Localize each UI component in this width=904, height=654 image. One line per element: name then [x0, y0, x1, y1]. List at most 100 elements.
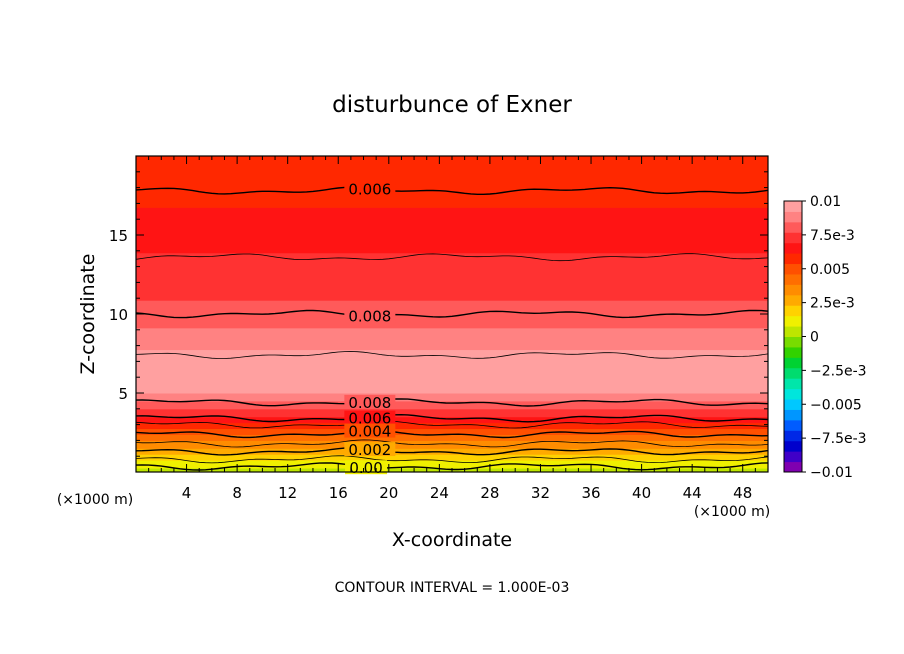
contour-label: 0.008 — [348, 394, 391, 412]
field-band — [136, 347, 768, 351]
field-band — [136, 291, 768, 295]
field-band — [136, 206, 768, 210]
field-band — [136, 295, 768, 299]
contour-label: 0.00 — [349, 459, 382, 477]
field-band — [136, 337, 768, 341]
field-band — [136, 339, 768, 343]
field-band — [136, 317, 768, 321]
field-band — [136, 195, 768, 198]
colorbar-swatch — [784, 305, 802, 317]
field-band — [136, 368, 768, 372]
contour-line — [136, 351, 768, 359]
field-band — [136, 287, 768, 291]
field-band — [136, 441, 768, 445]
colorbar-swatch — [784, 409, 802, 421]
field-band — [136, 175, 768, 179]
field-band — [136, 418, 768, 422]
y-tick-label: 15 — [109, 227, 128, 245]
field-band — [136, 169, 768, 173]
field-band — [136, 183, 768, 187]
field-band — [136, 374, 768, 378]
field-band — [136, 246, 768, 250]
field-band — [136, 364, 768, 368]
field-band — [136, 370, 768, 374]
x-axis-label: X-coordinate — [392, 529, 512, 551]
field-band — [136, 380, 768, 384]
field-band — [136, 443, 768, 447]
field-band — [136, 349, 768, 353]
field-band — [136, 390, 768, 394]
contour-label-bg — [344, 423, 396, 438]
field-band — [136, 343, 768, 347]
field-band — [136, 258, 768, 262]
field-band — [136, 281, 768, 285]
field-band — [136, 297, 768, 301]
field-band — [136, 356, 768, 360]
field-band — [136, 362, 768, 366]
colorbar-swatch — [784, 263, 802, 275]
field-band — [136, 220, 768, 224]
colorbar-swatch — [784, 336, 802, 348]
colorbar-swatch — [784, 242, 802, 254]
field-band — [136, 187, 768, 191]
field-band — [136, 461, 768, 465]
field-band — [136, 416, 768, 420]
field-band — [136, 264, 768, 268]
field-band — [136, 222, 768, 226]
y-tick-label: 5 — [118, 385, 128, 403]
contour-line — [136, 413, 768, 423]
contour-label: 0.008 — [348, 308, 391, 326]
colorbar-swatch — [784, 294, 802, 306]
colorbar-swatch — [784, 388, 802, 400]
field-band — [136, 360, 768, 364]
field-band — [136, 240, 768, 244]
field-band — [136, 329, 768, 333]
colorbar-swatch — [784, 232, 802, 244]
colorbar-swatch — [784, 461, 802, 473]
field-band — [136, 214, 768, 218]
field-band — [136, 341, 768, 345]
colorbar-swatch — [784, 273, 802, 285]
field-band — [136, 445, 768, 449]
field-band — [136, 266, 768, 270]
field-band — [136, 210, 768, 214]
field-band — [136, 428, 768, 432]
x-tick-label: 48 — [733, 484, 752, 502]
field-band — [136, 439, 768, 443]
y-axis-ticks: 5 10 15 — [109, 171, 768, 457]
colorbar-tick-label: −2.5e-3 — [810, 363, 867, 379]
colorbar-swatch — [784, 430, 802, 442]
field-band — [136, 447, 768, 451]
field-band — [136, 272, 768, 275]
field-band — [136, 161, 768, 165]
field-band — [136, 321, 768, 325]
y-tick-label: 10 — [109, 306, 128, 324]
field-band — [136, 325, 768, 329]
field-band — [136, 358, 768, 362]
field-band — [136, 398, 768, 402]
field-band — [136, 228, 768, 232]
x-axis-ticks: 4 8 12 16 20 24 28 32 36 40 44 48 — [148, 156, 756, 502]
contour-interval-note: CONTOUR INTERVAL = 1.000E-03 — [335, 580, 570, 596]
contour-line — [136, 309, 768, 319]
field-band — [136, 406, 768, 410]
field-band — [136, 181, 768, 185]
field-band — [136, 331, 768, 335]
field-band — [136, 372, 768, 376]
x-tick-label: 4 — [182, 484, 192, 502]
x-tick-label: 40 — [632, 484, 651, 502]
field-band — [136, 218, 768, 222]
colorbar-tick-label: 0.01 — [810, 194, 841, 210]
colorbar-swatch — [784, 440, 802, 452]
field-band — [136, 224, 768, 228]
field-band — [136, 396, 768, 400]
field-band — [136, 459, 768, 463]
colorbar-tick-label: −0.01 — [810, 465, 853, 481]
field-band — [136, 268, 768, 272]
field-band — [136, 453, 768, 457]
y-axis-label: Z-coordinate — [77, 254, 99, 375]
x-tick-label: 32 — [531, 484, 550, 502]
field-band — [136, 451, 768, 455]
field-band — [136, 319, 768, 323]
